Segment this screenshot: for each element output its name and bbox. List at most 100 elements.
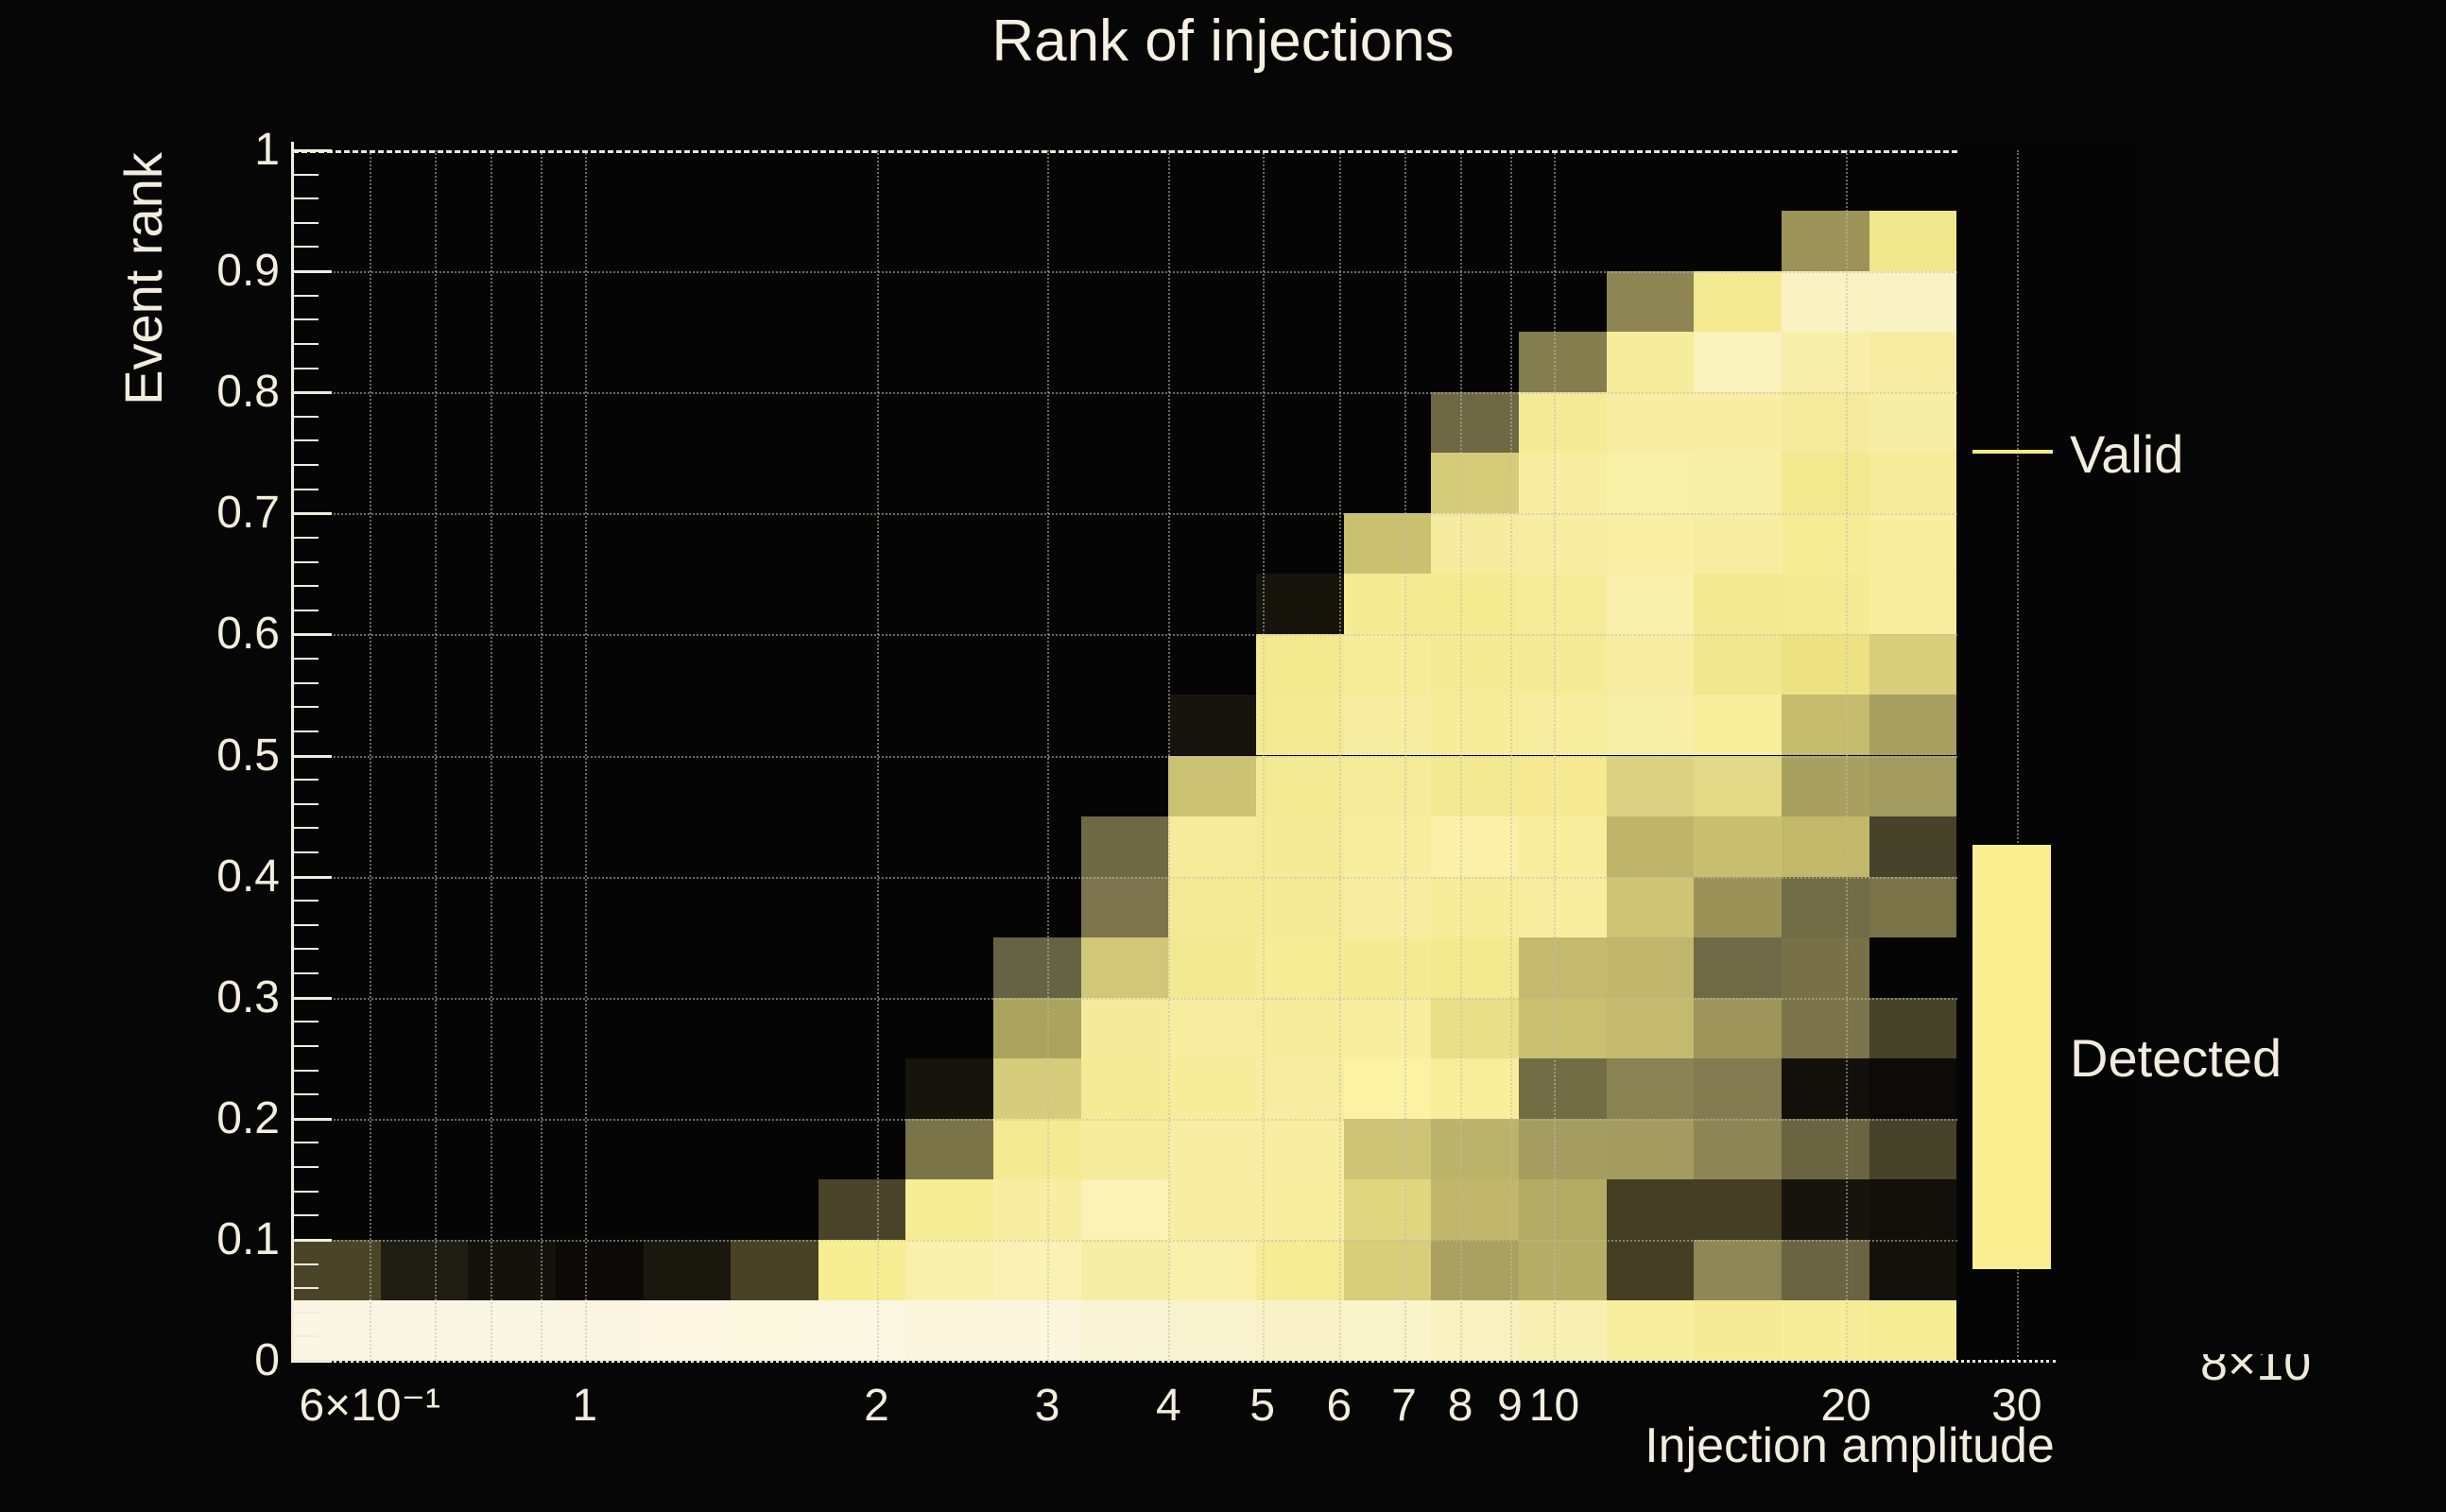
y-minor-tick [294,706,319,709]
heatmap-cell [1606,755,1695,816]
heatmap-cell [1168,1239,1257,1300]
x-axis-line [293,1360,2056,1363]
heatmap-cell [1343,1239,1432,1300]
heatmap-cell [1694,634,1782,696]
heatmap-cell [1343,876,1432,937]
heatmap-cell [1431,695,1519,756]
heatmap-cell [1168,876,1257,937]
heatmap-cell [468,1239,556,1300]
heatmap-cell [1869,1299,1957,1361]
x-tick-label: 3 [1034,1381,1060,1431]
heatmap-cell [1694,876,1782,937]
heatmap-cell [1168,695,1257,756]
y-tick-label: 1 [254,125,280,175]
heatmap-cell [1256,816,1344,877]
x-tick-label: 7 [1391,1381,1417,1431]
heatmap-cell [1431,574,1519,635]
heatmap-cell [1606,1239,1695,1300]
heatmap-cell [1518,634,1607,696]
heatmap-cell [1518,1239,1607,1300]
heatmap-cell [1256,1299,1344,1361]
heatmap-cell [1256,1178,1344,1240]
heatmap-cell [905,1239,994,1300]
heatmap-cell [1431,816,1519,877]
heatmap-cell [1343,574,1432,635]
y-minor-tick [294,802,319,805]
heatmap-cell [1781,332,1869,393]
y-major-tick [294,754,332,758]
y-major-tick [294,633,332,637]
heatmap-cell [1256,1239,1344,1300]
heatmap-cell [1518,1118,1607,1179]
y-minor-tick [294,415,319,418]
heatmap-cell [1256,1057,1344,1119]
legend-valid-line-swatch [1972,450,2053,454]
heatmap-cell [555,1239,644,1300]
heatmap-cell [1431,513,1519,575]
y-minor-tick [294,730,319,732]
heatmap-cell [1343,816,1432,877]
heatmap-cell [1256,876,1344,937]
heatmap-cell [731,1299,818,1361]
heatmap-cell [905,1299,994,1361]
heatmap-cell [1168,1057,1257,1119]
heatmap-cell [1168,755,1257,816]
x-tick-label: 4 [1155,1381,1181,1431]
heatmap-cell [1781,392,1869,454]
y-minor-tick [294,658,319,661]
heatmap-cell [1080,1178,1169,1240]
heatmap-cell [1080,997,1169,1058]
heatmap-cell [1606,876,1695,937]
y-minor-tick [294,948,319,951]
heatmap-cell [1606,634,1695,696]
heatmap-cell [1518,1299,1607,1361]
heatmap-cell [1781,1118,1869,1179]
chart-title: Rank of injections [991,9,1455,74]
y-minor-tick [294,367,319,369]
y-minor-tick [294,681,319,684]
heatmap-cell [1256,574,1344,635]
heatmap-cell [1343,634,1432,696]
heatmap-cell [643,1239,732,1300]
x-tick-label: 20 [1820,1381,1871,1431]
heatmap-cell [1606,332,1695,393]
heatmap-cell [993,1299,1081,1361]
heatmap-cell [1781,755,1869,816]
heatmap-cell [1343,1299,1432,1361]
heatmap-cell [1869,211,1957,272]
y-axis-label: Event rank [113,152,173,405]
heatmap-cell [1431,1299,1519,1361]
y-axis-spine [291,142,294,1363]
heatmap-cell [1518,1057,1607,1119]
heatmap-cell [1518,1178,1607,1240]
heatmap-cell [1869,695,1957,756]
heatmap-cell [1869,1057,1957,1119]
heatmap-cell [1869,755,1957,816]
heatmap-cell [293,1239,381,1300]
heatmap-cell [1518,695,1607,756]
heatmap-cell [1781,574,1869,635]
heatmap-cell [1343,695,1432,756]
heatmap-cell [1518,755,1607,816]
y-minor-tick [294,900,319,902]
y-minor-tick [294,779,319,782]
heatmap-cell [1781,271,1869,333]
x-axis-label: Injection amplitude [1645,1418,2055,1473]
heatmap-cell [1080,816,1169,877]
y-minor-tick [294,1311,319,1314]
heatmap-cell [380,1239,469,1300]
heatmap-cell [468,1299,556,1361]
y-minor-tick [294,827,319,830]
heatmap-cell [1694,695,1782,756]
top-boundary-line [293,150,1957,153]
heatmap-cell [1168,936,1257,998]
heatmap-cell [1606,816,1695,877]
heatmap-cell [1869,271,1957,333]
heatmap-cell [1694,755,1782,816]
y-gridline [293,634,1957,637]
y-major-tick [294,996,332,1000]
heatmap-cell [1431,1239,1519,1300]
heatmap-cell [905,1057,994,1119]
heatmap-cell [1781,1057,1869,1119]
y-tick-label: 0.1 [216,1213,280,1264]
